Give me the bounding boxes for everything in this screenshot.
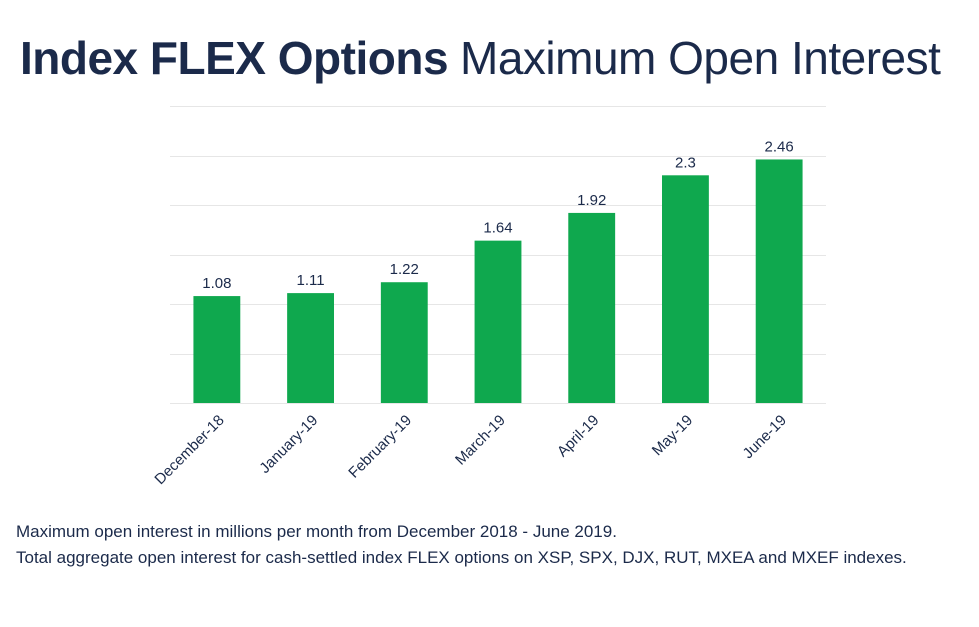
x-tick-label: March-19 bbox=[452, 412, 509, 469]
chart-title: Index FLEX Options Maximum Open Interest bbox=[20, 28, 941, 88]
chart-title-light: Maximum Open Interest bbox=[460, 32, 941, 84]
x-tick-label: December-18 bbox=[151, 412, 227, 488]
caption-line-2: Total aggregate open interest for cash-s… bbox=[16, 548, 907, 567]
x-tick-label: June-19 bbox=[740, 412, 790, 462]
bars bbox=[193, 159, 803, 403]
data-label: 2.3 bbox=[675, 154, 696, 171]
bar-december-18 bbox=[193, 296, 241, 403]
x-tick-label: February-19 bbox=[345, 412, 415, 482]
bar-may-19 bbox=[662, 175, 709, 403]
bar-april-19 bbox=[568, 212, 616, 403]
data-label: 1.64 bbox=[483, 220, 512, 237]
x-tick-label: May-19 bbox=[649, 412, 696, 459]
x-tick-label: January-19 bbox=[256, 412, 321, 477]
bar-june-19 bbox=[755, 159, 803, 403]
data-label: 1.22 bbox=[390, 261, 419, 278]
chart-title-bold: Index FLEX Options bbox=[20, 32, 449, 84]
bar-february-19 bbox=[380, 282, 428, 403]
data-label: 1.08 bbox=[202, 275, 231, 292]
data-label: 1.11 bbox=[297, 272, 325, 289]
bar-january-19 bbox=[287, 293, 334, 403]
chart-caption: Maximum open interest in millions per mo… bbox=[16, 519, 907, 571]
bar-march-19 bbox=[474, 240, 522, 403]
caption-line-1: Maximum open interest in millions per mo… bbox=[16, 522, 617, 541]
x-axis-tick-labels: December-18 January-19 February-19 March-19… bbox=[151, 412, 790, 488]
data-label: 1.92 bbox=[577, 192, 606, 209]
x-tick-label: April-19 bbox=[554, 412, 603, 461]
data-label: 2.46 bbox=[765, 138, 794, 155]
data-labels: 1.08 1.11 1.22 1.64 1.92 2.3 2.46 bbox=[202, 138, 793, 292]
